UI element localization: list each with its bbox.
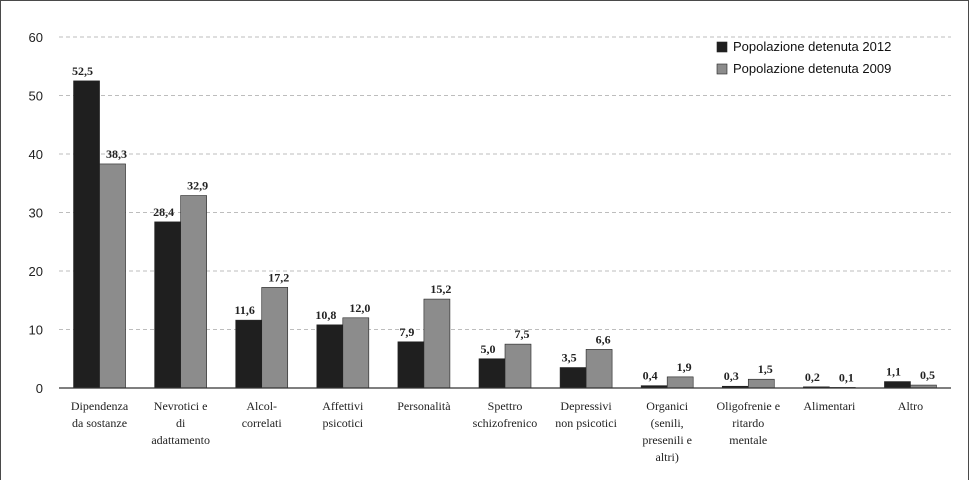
bar-2012: [559, 367, 587, 389]
bar-2009: [666, 376, 694, 389]
data-label: 0,1: [839, 370, 854, 384]
category-label: Spettro schizofrenico: [473, 399, 538, 430]
legend-swatch: [716, 63, 728, 75]
y-tick-label: 50: [29, 89, 43, 104]
data-labels: 52,5 38,3 28,4 32,9 11,6 17,2 10,8 12,0 7,9 15,2 5…: [72, 64, 935, 385]
category-label: Personalità: [397, 399, 451, 413]
data-label: 0,5: [920, 368, 935, 382]
legend-label: Popolazione detenuta 2012: [733, 39, 891, 54]
bar-2012: [73, 80, 100, 389]
category-label: Nevrotici e di adattamento: [151, 399, 210, 447]
bar-2009: [504, 343, 532, 389]
bar-2009: [747, 378, 775, 389]
data-label: 32,9: [187, 179, 208, 193]
data-label: 7,9: [399, 325, 414, 339]
bar-2009: [261, 287, 289, 389]
data-label: 5,0: [481, 342, 496, 356]
y-tick-label: 20: [29, 264, 43, 279]
gridlines: [59, 36, 951, 330]
bar-2009: [342, 317, 370, 389]
y-tick-label: 30: [29, 206, 43, 221]
bars: [73, 80, 937, 389]
y-tick-label: 40: [29, 147, 43, 162]
data-label: 11,6: [235, 303, 255, 317]
data-label: 0,2: [805, 370, 820, 384]
bar-2009: [180, 195, 207, 389]
category-label: Organici (senili, presenili e altri): [642, 399, 692, 464]
bar-2009: [423, 298, 451, 389]
legend-swatch: [716, 41, 728, 53]
y-tick-label: 60: [29, 30, 43, 45]
data-label: 1,9: [677, 360, 692, 374]
data-label: 52,5: [72, 64, 93, 78]
category-label: Altro: [898, 399, 923, 413]
bar-2012: [478, 358, 506, 389]
bar-2012: [884, 381, 911, 389]
bar-2009: [585, 349, 613, 389]
y-tick-label: 10: [29, 323, 43, 338]
data-label: 0,3: [724, 369, 739, 383]
category-label: Alcol-correlati: [242, 399, 283, 430]
data-label: 10,8: [315, 308, 336, 322]
y-tick-label: 0: [36, 381, 43, 396]
category-label: Depressivi non psicotici: [555, 399, 617, 430]
data-label: 7,5: [515, 327, 530, 341]
data-label: 0,4: [643, 369, 658, 383]
data-label: 38,3: [106, 147, 127, 161]
data-label: 1,1: [886, 365, 901, 379]
category-labels: Dipendenza da sostanze Nevrotici e di adatta…: [71, 399, 923, 464]
bar-2012: [316, 324, 344, 389]
bar-2012: [154, 221, 181, 389]
data-label: 3,5: [562, 351, 577, 365]
data-label: 12,0: [349, 301, 370, 315]
data-label: 1,5: [758, 362, 773, 376]
legend-label: Popolazione detenuta 2009: [733, 61, 891, 76]
y-axis-ticks: 0 10 20 30 40 50 60: [29, 30, 43, 396]
data-label: 17,2: [268, 270, 289, 284]
data-label: 6,6: [596, 332, 611, 346]
category-label: Dipendenza da sostanze: [71, 399, 129, 430]
category-label: Oligofrenie e ritardo mentale: [716, 399, 780, 447]
bar-2009: [99, 163, 126, 389]
category-label: Affettivi psicotici: [322, 399, 364, 430]
data-label: 28,4: [153, 205, 174, 219]
category-label: Alimentari: [803, 399, 856, 413]
legend: Popolazione detenuta 2012 Popolazione det…: [716, 39, 891, 76]
bar-2012: [397, 341, 425, 389]
bar-2012: [235, 319, 263, 389]
data-label: 15,2: [430, 282, 451, 296]
